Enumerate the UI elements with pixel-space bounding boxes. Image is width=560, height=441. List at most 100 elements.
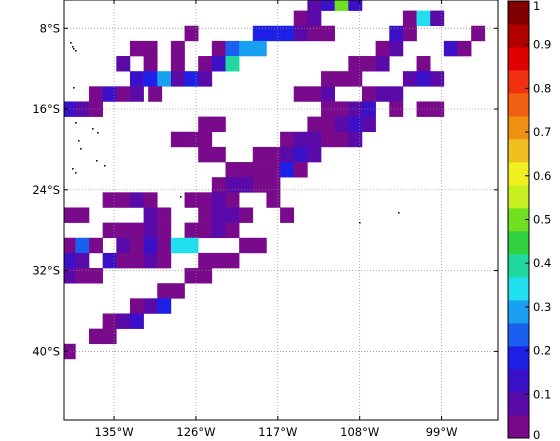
heatmap-cell — [184, 192, 199, 208]
map-frame — [63, 0, 499, 421]
heatmap-cell — [457, 40, 472, 57]
heatmap-cell — [225, 56, 240, 72]
heatmap-cell — [225, 252, 240, 269]
colorbar: 0 0.1 0.2 0.3 0.4 0.5 0.6 0.7 0.8 0.9 1 — [507, 0, 551, 441]
island-speck — [73, 48, 75, 50]
island-speck — [104, 165, 106, 167]
heatmap-cell — [170, 131, 185, 148]
lon-tick-label: 99°W — [426, 425, 458, 439]
heatmap-cell — [157, 298, 172, 314]
heatmap-cell — [129, 222, 144, 239]
colorbar-segment — [508, 185, 529, 209]
heatmap-cell — [116, 56, 131, 72]
heatmap-cell — [416, 10, 431, 27]
heatmap-cell — [307, 116, 322, 133]
colorbar-segment — [508, 415, 529, 439]
island-speck — [73, 87, 75, 89]
colorbar-segment — [508, 346, 529, 370]
colorbar-segment — [508, 24, 529, 48]
heatmap-cell — [157, 222, 172, 239]
colorbar-segment — [508, 369, 529, 393]
heatmap-cell — [402, 10, 417, 27]
heatmap-cell — [266, 177, 281, 193]
heatmap-cell — [198, 252, 213, 269]
heatmap-cell — [211, 192, 226, 208]
island-speck — [398, 212, 400, 214]
heatmap-cell — [402, 25, 417, 42]
heatmap-cell — [307, 86, 322, 102]
heatmap-cell — [116, 313, 131, 329]
heatmap-cell — [430, 10, 445, 27]
lon-tick-label: 108°W — [340, 425, 379, 439]
heatmap-cell — [129, 252, 144, 269]
colorbar-tick-label: 0.6 — [533, 169, 551, 183]
island-speck — [92, 128, 94, 130]
heatmap-cell — [129, 86, 144, 102]
heatmap-cell — [293, 146, 308, 163]
heatmap-cell — [143, 252, 158, 269]
heatmap-cell — [64, 101, 76, 117]
heatmap-cell — [361, 56, 376, 72]
heatmap-cell — [102, 313, 117, 329]
heatmap-cell — [102, 328, 117, 345]
heatmap-cell — [471, 25, 486, 42]
colorbar-tick-label: 0.5 — [533, 213, 551, 227]
heatmap-cell — [211, 222, 226, 239]
island-speck — [78, 140, 80, 142]
heatmap-cell — [280, 131, 295, 148]
island-speck — [70, 42, 72, 44]
heatmap-cell — [389, 101, 404, 117]
island-dots — [70, 42, 400, 224]
heatmap-cell — [225, 40, 240, 57]
heatmap-cell — [430, 101, 445, 117]
heatmap-cell — [184, 71, 199, 87]
lat-tick-label: 40°S — [32, 344, 60, 358]
colorbar-segment — [508, 392, 529, 416]
heatmap-cell — [116, 86, 131, 102]
heatmap-cell — [102, 192, 117, 208]
heatmap-cell — [321, 116, 335, 133]
heatmap-cell — [293, 86, 308, 102]
island-speck — [72, 46, 74, 48]
heatmap-cell — [198, 268, 213, 284]
lat-tick-label: 16°S — [32, 102, 60, 116]
heatmap-cell — [361, 116, 376, 133]
map-gridlines — [64, 0, 498, 420]
colorbar-segment — [508, 300, 529, 324]
heatmap-cell — [334, 116, 349, 133]
heatmap-cell — [321, 25, 335, 42]
heatmap-cell — [252, 177, 267, 193]
colorbar-segment — [508, 139, 529, 163]
heatmap-cell — [239, 237, 254, 254]
heatmap-cell — [89, 86, 103, 102]
heatmap-cell — [416, 56, 431, 72]
heatmap-cell — [157, 71, 172, 87]
island-speck — [75, 122, 77, 124]
heatmap-cell — [198, 116, 213, 133]
colorbar-segment — [508, 208, 529, 232]
heatmap-cell — [321, 0, 335, 11]
heatmap-cell — [198, 71, 213, 87]
heatmap-cell — [143, 40, 158, 57]
heatmap-cell — [143, 192, 158, 208]
heatmap-cell — [64, 252, 76, 269]
heatmap-cell — [198, 131, 213, 148]
heatmap-cell — [129, 313, 144, 329]
lon-tick-label: 117°W — [258, 425, 297, 439]
heatmap-cell — [293, 25, 308, 42]
heatmap-cell — [239, 40, 254, 57]
heatmap-cell — [198, 146, 213, 163]
heatmap-cell — [102, 222, 117, 239]
heatmap-cell — [184, 222, 199, 239]
heatmap-cell — [334, 131, 349, 148]
heatmap-cell — [252, 237, 267, 254]
heatmap-cell — [225, 177, 240, 193]
heatmap-cell — [280, 25, 295, 42]
island-speck — [75, 172, 77, 174]
island-speck — [359, 222, 361, 224]
heatmap-cell — [348, 71, 363, 87]
heatmap-cell — [389, 25, 404, 42]
colorbar-segment — [508, 93, 529, 117]
heatmap-cell — [266, 146, 281, 163]
heatmap-cell — [75, 207, 90, 223]
